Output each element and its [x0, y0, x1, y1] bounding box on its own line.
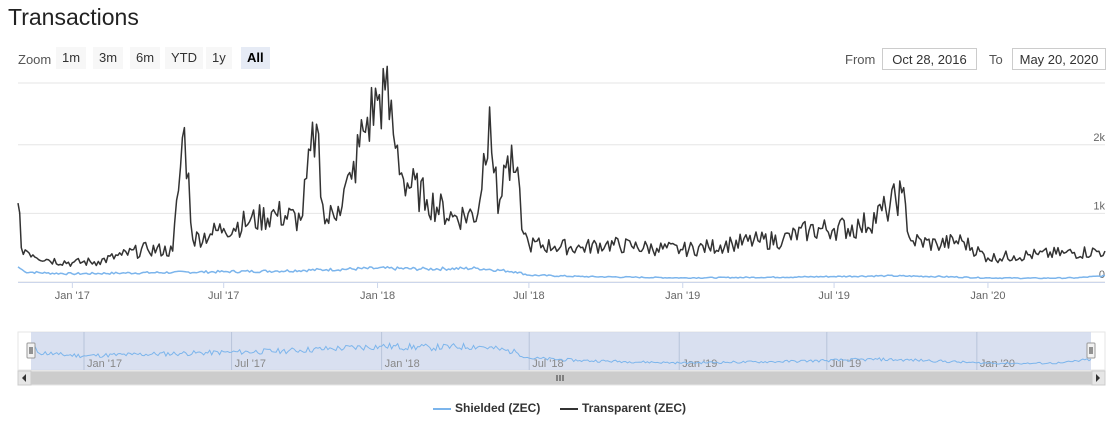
x-tick-label: Jan '17: [55, 290, 90, 302]
navigator-tick-label: Jul '19: [830, 358, 861, 370]
y-tick-label: 0: [1099, 269, 1105, 281]
navigator-tick-label: Jan '18: [385, 358, 420, 370]
page-title: Transactions: [8, 4, 139, 30]
legend-line-icon: [433, 407, 451, 410]
zoom-1m-button[interactable]: 1m: [56, 47, 87, 69]
legend-item-shielded[interactable]: Shielded (ZEC): [433, 401, 540, 415]
legend-label-shielded: Shielded (ZEC): [455, 401, 541, 415]
navigator-tick-label: Jan '19: [682, 358, 717, 370]
x-tick-label: Jul '18: [513, 290, 544, 302]
to-date-input[interactable]: [1012, 48, 1106, 70]
to-label: To: [989, 52, 1003, 67]
y-tick-label: 2k: [1093, 132, 1105, 144]
zoom-1y-button[interactable]: 1y: [206, 47, 232, 69]
zoom-6m-button[interactable]: 6m: [130, 47, 161, 69]
zoom-ytd-button[interactable]: YTD: [165, 47, 203, 69]
grid-lines: [18, 82, 1105, 283]
navigator-selection: [31, 332, 1091, 370]
x-tick-label: Jul '17: [208, 290, 239, 302]
legend-item-transparent[interactable]: Transparent (ZEC): [560, 401, 686, 415]
navigator-right-handle[interactable]: [1086, 342, 1096, 359]
navigator-left-handle[interactable]: [26, 342, 36, 359]
legend-label-transparent: Transparent (ZEC): [582, 401, 687, 415]
from-date-input[interactable]: [882, 48, 977, 70]
navigator[interactable]: Jan '17 Jul '17 Jan '18 Jul '18 Jan '19 Jul '…: [17, 331, 1106, 386]
legend-line-icon: [560, 407, 578, 410]
from-label: From: [845, 52, 876, 67]
x-tick-label: Jan '18: [360, 290, 395, 302]
zoom-label: Zoom: [18, 52, 52, 67]
navigator-tick-label: Jan '17: [87, 358, 122, 370]
series-line-transparent: [17, 65, 1106, 267]
navigator-tick-label: Jul '17: [235, 358, 266, 370]
x-tick-label: Jan '19: [665, 290, 700, 302]
x-axis-labels: Jan '17 Jul '17 Jan '18 Jul '18 Jan '19 Jul '…: [55, 282, 1006, 302]
scrollbar-thumb[interactable]: [30, 371, 1092, 385]
y-axis-labels: 0 1k 2k: [1093, 132, 1105, 281]
zoom-all-button[interactable]: All: [241, 47, 270, 69]
series-lines: [17, 65, 1106, 280]
navigator-series-line: [30, 342, 1092, 365]
series-line-shielded: [17, 265, 1106, 280]
arrow-left-icon: [22, 374, 26, 382]
y-tick-label: 1k: [1093, 200, 1105, 212]
navigator-tick-label: Jul '18: [532, 358, 563, 370]
x-tick-label: Jan '20: [970, 290, 1005, 302]
x-tick-label: Jul '19: [818, 290, 849, 302]
arrow-right-icon: [1096, 374, 1100, 382]
zoom-3m-button[interactable]: 3m: [93, 47, 124, 69]
